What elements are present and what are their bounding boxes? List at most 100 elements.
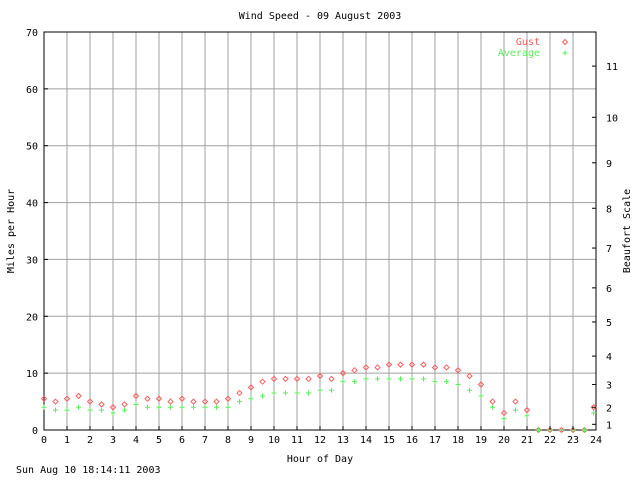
beaufort-axis-ticks: 1 2 3 4 5 6 7 8 9 10 11 (592, 62, 618, 431)
beaufort-tick-label: 3 (606, 381, 612, 392)
gust-point (201, 398, 209, 405)
gust-point (443, 364, 450, 371)
x-tick-label: 6 (179, 435, 185, 446)
gust-point (339, 369, 347, 377)
gust-point (431, 364, 439, 371)
beaufort-tick-label: 7 (606, 244, 612, 255)
x-tick-label: 21 (521, 435, 533, 446)
average-point (237, 399, 242, 405)
gust-point (316, 372, 324, 380)
x-tick-label: 10 (268, 435, 280, 446)
y-tick-label: 20 (26, 312, 38, 323)
y-tick-label: 0 (32, 426, 38, 437)
beaufort-tick-label: 8 (606, 204, 612, 215)
average-point (41, 404, 47, 410)
x-tick-label: 0 (41, 435, 47, 446)
average-point (432, 379, 438, 385)
average-point (225, 404, 231, 410)
x-tick-label: 14 (360, 435, 372, 446)
gust-point (374, 364, 381, 371)
series-average (41, 376, 597, 433)
gust-point (328, 375, 335, 383)
legend-marker-average (562, 50, 568, 56)
chart-title: Wind Speed - 09 August 2003 (239, 11, 402, 22)
legend-label-average: Average (498, 48, 540, 59)
gust-point (155, 395, 163, 402)
gust-point (590, 404, 597, 411)
beaufort-tick-label: 1 (606, 420, 612, 431)
gust-point (408, 361, 416, 368)
average-point (306, 390, 311, 396)
x-tick-label: 13 (337, 435, 349, 446)
average-point (363, 376, 369, 382)
average-point (156, 404, 162, 410)
x-tick-label: 7 (202, 435, 208, 446)
average-point (490, 404, 495, 410)
gust-point (362, 364, 370, 371)
y-axis-label: Miles per Hour (6, 189, 17, 273)
average-point (110, 410, 116, 416)
y-tick-label: 40 (26, 199, 38, 210)
gust-point (190, 398, 197, 405)
gust-point (98, 401, 105, 408)
x-tick-label: 23 (567, 435, 579, 446)
gust-point (144, 395, 151, 402)
beaufort-tick-label: 9 (606, 159, 612, 170)
x-tick-label: 15 (383, 435, 395, 446)
average-point (133, 401, 139, 407)
x-tick-label: 8 (225, 435, 231, 446)
average-point (501, 416, 507, 422)
series-layer (40, 361, 597, 434)
gust-point (40, 395, 48, 402)
x-tick-label: 19 (475, 435, 487, 446)
legend-label-gust: Gust (516, 37, 540, 48)
average-point (591, 410, 597, 416)
average-point (398, 376, 403, 382)
beaufort-tick-label: 2 (606, 403, 612, 414)
average-point (283, 390, 288, 396)
average-point (214, 404, 219, 410)
average-point (76, 404, 81, 410)
average-point (409, 376, 415, 382)
average-point (352, 379, 357, 385)
average-point (559, 427, 564, 433)
beaufort-tick-label: 5 (606, 318, 612, 329)
average-point (87, 407, 93, 413)
gust-point (385, 361, 393, 368)
average-point (329, 387, 334, 393)
x-tick-label: 18 (452, 435, 464, 446)
x-tick-label: 1 (64, 435, 70, 446)
gust-point (52, 398, 59, 405)
average-point (513, 407, 518, 413)
y-tick-label: 60 (26, 85, 38, 96)
gust-point (489, 398, 496, 405)
x-tick-label: 4 (133, 435, 139, 446)
x-tick-label: 22 (544, 435, 556, 446)
gust-point (121, 401, 128, 408)
average-point (340, 379, 346, 385)
x-tick-label: 24 (590, 435, 602, 446)
average-point (168, 404, 173, 410)
y-axis-ticks: 0 10 20 30 40 50 60 70 (26, 28, 48, 437)
average-point (421, 376, 426, 382)
gust-point (477, 381, 485, 388)
average-point (467, 387, 472, 393)
x-tick-label: 3 (110, 435, 116, 446)
average-point (271, 390, 277, 396)
y-tick-label: 30 (26, 255, 38, 266)
average-point (179, 404, 185, 410)
average-point (375, 376, 380, 382)
beaufort-tick-label: 6 (606, 284, 612, 295)
gust-point (523, 406, 531, 414)
average-point (145, 404, 150, 410)
gust-point (213, 398, 220, 405)
average-point (248, 396, 254, 402)
average-point (444, 379, 449, 385)
gust-point (259, 378, 266, 385)
x-tick-label: 16 (406, 435, 418, 446)
average-point (524, 413, 530, 419)
gust-point (167, 398, 174, 405)
gust-point (293, 375, 301, 383)
average-point (260, 393, 265, 399)
y-tick-label: 10 (26, 369, 38, 380)
